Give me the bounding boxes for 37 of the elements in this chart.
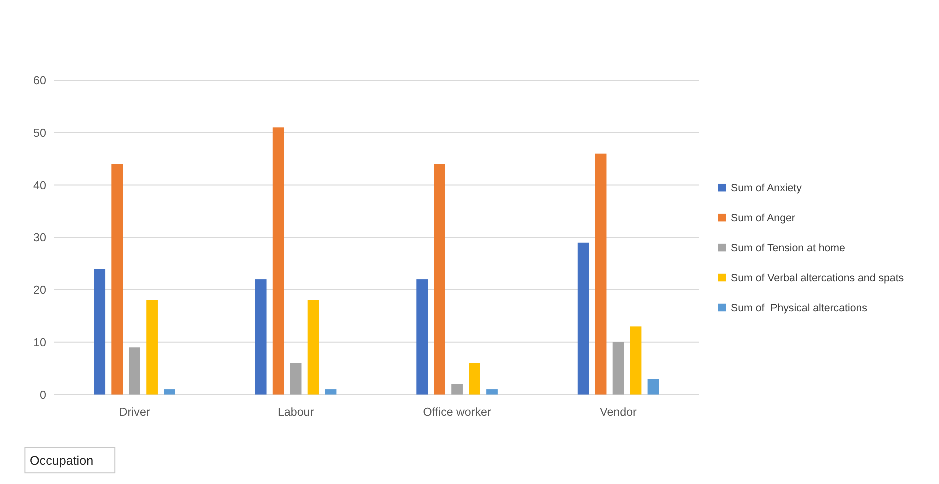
- bar: [612, 342, 624, 395]
- x-axis-title: Occupation: [30, 454, 94, 468]
- bar: [112, 164, 124, 395]
- y-tick-label: 20: [34, 284, 46, 298]
- bar: [290, 363, 302, 395]
- x-tick-label: Labour: [278, 406, 314, 420]
- bar: [308, 300, 320, 395]
- bar: [255, 280, 267, 395]
- legend-label: Sum of Tension at home: [731, 242, 846, 255]
- x-tick-label: Driver: [119, 406, 150, 420]
- bar: [434, 164, 446, 395]
- y-tick-label: 30: [34, 232, 46, 245]
- bar: [648, 379, 660, 395]
- bar: [129, 348, 140, 395]
- legend-label: Sum of Anxiety: [731, 182, 803, 195]
- legend-label: Sum of Anger: [731, 212, 796, 225]
- bar: [630, 326, 642, 395]
- y-tick-label: 50: [34, 126, 46, 140]
- bar: [94, 269, 106, 395]
- bar: [595, 154, 607, 395]
- bar: [272, 128, 284, 395]
- legend-label: Sum of Physical altercations: [731, 302, 868, 314]
- x-tick-label: Office worker: [423, 406, 492, 420]
- x-tick-label: Vendor: [600, 406, 638, 420]
- legend-label: Sum of Verbal altercations and spats: [731, 272, 904, 284]
- bar: [164, 390, 176, 395]
- bar: [146, 300, 158, 395]
- bar: [416, 280, 428, 395]
- bar: [469, 363, 480, 395]
- y-tick-label: 60: [34, 74, 46, 88]
- bar: [325, 390, 337, 395]
- y-tick-label: 10: [34, 336, 46, 350]
- bar: [578, 242, 590, 395]
- y-tick-label: 40: [34, 179, 46, 192]
- y-tick-label: 0: [40, 388, 46, 402]
- bar: [486, 390, 498, 395]
- bar: [452, 384, 463, 395]
